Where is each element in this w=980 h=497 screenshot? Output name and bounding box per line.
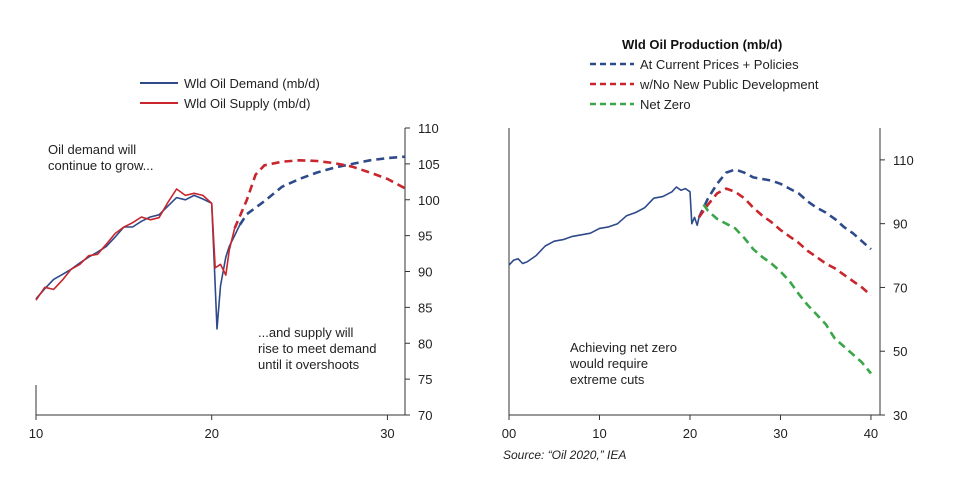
series-line-historical-solid bbox=[508, 186, 700, 266]
right-plot: 00 10 20 30 40 110 90 70 50 30 Achieving net zer… bbox=[502, 128, 914, 441]
left-annotation-line-5: until it overshoots bbox=[258, 357, 360, 372]
right-series bbox=[508, 168, 873, 375]
y-tick-label: 30 bbox=[893, 408, 907, 423]
series-line-at-current-prices-policies-dashed bbox=[697, 168, 872, 251]
x-tick-label: 30 bbox=[773, 426, 787, 441]
left-annotation-line-2: continue to grow... bbox=[48, 158, 154, 173]
y-tick-label: 110 bbox=[418, 121, 439, 136]
right-y-ticks: 110 90 70 50 30 bbox=[880, 153, 914, 423]
x-tick-label: 20 bbox=[683, 426, 697, 441]
right-annotation-line-1: Achieving net zero bbox=[570, 340, 677, 355]
y-tick-label: 100 bbox=[418, 193, 440, 208]
legend-label-net-zero: Net Zero bbox=[640, 97, 691, 112]
series-line-wld-oil-supply-mb-d--solid bbox=[35, 188, 236, 301]
right-annotation-line-3: extreme cuts bbox=[570, 372, 645, 387]
legend-label-demand: Wld Oil Demand (mb/d) bbox=[184, 76, 320, 91]
y-tick-label: 70 bbox=[418, 408, 432, 423]
x-tick-label: 20 bbox=[204, 426, 218, 441]
y-tick-label: 50 bbox=[893, 344, 907, 359]
y-tick-label: 75 bbox=[418, 372, 432, 387]
left-plot: 10 20 30 110 105 100 95 90 85 80 75 70 Oil demand … bbox=[29, 121, 440, 441]
right-x-ticks: 00 10 20 30 40 bbox=[502, 415, 878, 441]
series-line-wld-oil-supply-mb-d--dashed bbox=[233, 159, 406, 229]
y-tick-label: 90 bbox=[893, 217, 907, 232]
x-tick-label: 00 bbox=[502, 426, 516, 441]
y-tick-label: 110 bbox=[893, 153, 914, 168]
legend-label-no-new-development: w/No New Public Development bbox=[639, 77, 819, 92]
series-line-net-zero-dashed bbox=[702, 203, 873, 375]
x-tick-label: 10 bbox=[29, 426, 43, 441]
legend-label-current-policies: At Current Prices + Policies bbox=[640, 57, 799, 72]
source-note: Source: “Oil 2020,” IEA bbox=[503, 448, 626, 462]
left-x-ticks: 10 20 30 bbox=[29, 415, 395, 441]
right-annotation-line-2: would require bbox=[569, 356, 648, 371]
left-y-ticks: 110 105 100 95 90 85 80 75 70 bbox=[405, 121, 440, 423]
series-line-w-no-new-public-development-dashed bbox=[697, 187, 872, 297]
x-tick-label: 30 bbox=[380, 426, 394, 441]
left-annotation-line-3: ...and supply will bbox=[258, 325, 353, 340]
left-series bbox=[35, 155, 406, 330]
x-tick-label: 40 bbox=[864, 426, 878, 441]
y-tick-label: 85 bbox=[418, 300, 432, 315]
y-tick-label: 80 bbox=[418, 336, 432, 351]
y-tick-label: 90 bbox=[418, 265, 432, 280]
y-tick-label: 70 bbox=[893, 280, 907, 295]
y-tick-label: 105 bbox=[418, 157, 440, 172]
legend-label-supply: Wld Oil Supply (mb/d) bbox=[184, 96, 310, 111]
series-line-wld-oil-demand-mb-d--solid bbox=[35, 194, 241, 330]
x-tick-label: 10 bbox=[592, 426, 606, 441]
right-legend: Wld Oil Production (mb/d) At Current Pri… bbox=[590, 37, 819, 112]
right-legend-title: Wld Oil Production (mb/d) bbox=[622, 37, 782, 52]
y-tick-label: 95 bbox=[418, 229, 432, 244]
left-legend: Wld Oil Demand (mb/d) Wld Oil Supply (mb… bbox=[140, 76, 320, 111]
left-annotation-line-1: Oil demand will bbox=[48, 142, 136, 157]
series-line-wld-oil-demand-mb-d--dashed bbox=[238, 155, 406, 226]
left-annotation-line-4: rise to meet demand bbox=[258, 341, 377, 356]
